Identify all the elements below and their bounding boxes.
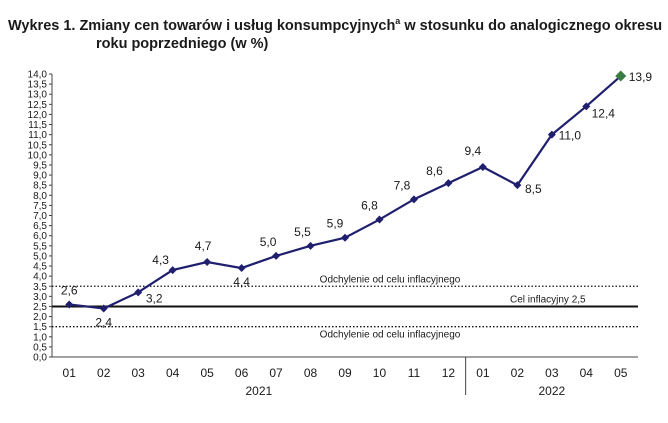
y-tick-label: 13,0: [28, 90, 48, 101]
y-tick-label: 0,5: [33, 342, 47, 353]
y-tick-label: 10,0: [28, 150, 48, 161]
x-tick-label: 02: [97, 366, 111, 380]
x-tick-label: 01: [63, 366, 77, 380]
y-tick-label: 7,5: [33, 201, 47, 212]
x-tick-label: 04: [166, 366, 180, 380]
data-label: 4,3: [152, 253, 169, 267]
year-label: 2021: [245, 384, 272, 398]
x-tick-label: 06: [235, 366, 249, 380]
data-point-marker: [203, 257, 212, 266]
x-tick-label: 12: [442, 366, 456, 380]
data-label: 5,9: [327, 217, 344, 231]
y-tick-label: 4,5: [33, 262, 47, 273]
y-tick-label: 3,0: [33, 292, 47, 303]
data-label: 6,8: [361, 199, 378, 213]
x-tick-label: 02: [511, 366, 525, 380]
data-label: 8,5: [525, 182, 542, 196]
data-label: 9,4: [465, 144, 482, 158]
x-tick-label: 04: [580, 366, 594, 380]
year-label: 2022: [538, 384, 565, 398]
y-tick-label: 14,0: [28, 70, 48, 81]
y-tick-label: 4,0: [33, 272, 47, 283]
data-point-marker: [478, 162, 487, 171]
chart-title: Wykres 1. Zmiany cen towarów i usług kons…: [8, 12, 663, 53]
data-point-marker: [237, 264, 246, 273]
x-tick-label: 05: [614, 366, 628, 380]
y-tick-label: 10,5: [28, 140, 48, 151]
data-point-marker: [168, 266, 177, 275]
y-tick-label: 0,0: [33, 353, 47, 364]
x-tick-label: 05: [200, 366, 214, 380]
data-point-marker: [582, 102, 591, 111]
y-tick-label: 6,0: [33, 231, 47, 242]
y-tick-label: 1,5: [33, 322, 47, 333]
reference-line-label: Odchylenie od celu inflacyjnego: [320, 274, 461, 285]
data-point-marker: [134, 288, 143, 297]
data-label: 12,4: [592, 106, 616, 120]
data-point-marker: [65, 300, 74, 309]
data-label: 4,4: [233, 275, 250, 289]
chart-title-superscript: a: [395, 16, 401, 26]
data-point-marker: [513, 181, 522, 190]
data-point-marker: [375, 215, 384, 224]
data-point-marker: [341, 233, 349, 242]
data-label: 11,0: [559, 129, 582, 143]
data-label: 2,6: [61, 283, 78, 297]
x-tick-label: 10: [373, 366, 387, 380]
y-tick-label: 11,5: [28, 120, 47, 131]
chart-title-line2: roku poprzedniego (w %): [96, 35, 269, 52]
data-point-marker: [272, 251, 281, 260]
chart-title-main: Zmiany cen towarów i usług konsumpcyjnyc…: [79, 17, 396, 34]
y-tick-label: 5,0: [33, 251, 47, 262]
x-tick-label: 01: [476, 366, 490, 380]
y-tick-label: 5,5: [33, 241, 47, 252]
reference-line-label: Cel inflacyjny 2,5: [510, 294, 586, 305]
x-tick-label: 11: [408, 366, 421, 380]
data-point-marker: [99, 304, 108, 313]
data-point-marker: [409, 195, 418, 204]
reference-line-label: Odchylenie od celu inflacyjnego: [320, 330, 461, 341]
data-point-marker: [306, 241, 315, 250]
chart-title-rest: w stosunku do analogicznego okresu: [400, 17, 663, 34]
x-tick-label: 09: [338, 366, 352, 380]
x-tick-label: 03: [545, 366, 559, 380]
y-tick-label: 6,5: [33, 221, 47, 232]
y-tick-label: 13,5: [28, 80, 48, 91]
y-tick-label: 2,0: [33, 312, 47, 323]
data-label: 5,5: [294, 225, 311, 239]
chart-title-prefix: Wykres 1.: [8, 17, 76, 34]
data-point-marker: [615, 70, 627, 82]
y-tick-label: 12,0: [28, 110, 48, 121]
data-label: 3,2: [146, 291, 163, 305]
y-tick-label: 11,0: [28, 130, 47, 141]
data-point-marker: [444, 179, 453, 188]
y-tick-label: 9,0: [33, 171, 47, 182]
data-label: 2,4: [95, 315, 112, 329]
x-tick-label: 08: [304, 366, 318, 380]
data-label: 8,6: [426, 164, 443, 178]
y-tick-label: 1,0: [33, 332, 47, 343]
y-tick-label: 3,5: [33, 282, 47, 293]
y-tick-label: 2,5: [33, 302, 47, 313]
data-label: 4,7: [195, 239, 212, 253]
data-label: 7,8: [394, 178, 411, 192]
y-tick-label: 8,5: [33, 181, 47, 192]
data-label: 13,9: [629, 70, 653, 84]
y-tick-label: 7,0: [33, 211, 47, 222]
y-tick-label: 9,5: [33, 160, 47, 171]
data-point-marker: [547, 130, 556, 139]
data-label: 5,0: [260, 235, 277, 249]
y-tick-label: 12,5: [28, 100, 48, 111]
x-tick-label: 07: [269, 366, 283, 380]
y-tick-label: 8,0: [33, 191, 47, 202]
x-tick-label: 03: [131, 366, 145, 380]
